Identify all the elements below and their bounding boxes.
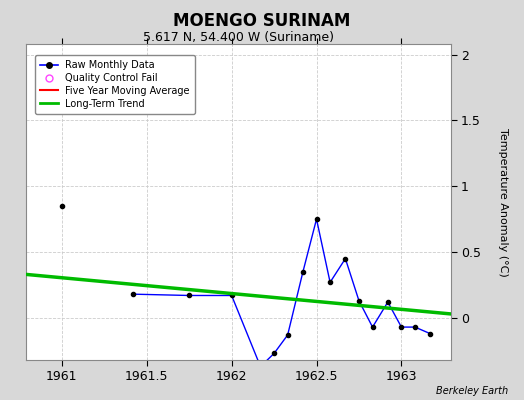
Legend: Raw Monthly Data, Quality Control Fail, Five Year Moving Average, Long-Term Tren: Raw Monthly Data, Quality Control Fail, …	[35, 55, 195, 114]
Title: 5.617 N, 54.400 W (Suriname): 5.617 N, 54.400 W (Suriname)	[143, 31, 334, 44]
Y-axis label: Temperature Anomaly (°C): Temperature Anomaly (°C)	[498, 128, 508, 276]
Text: Berkeley Earth: Berkeley Earth	[436, 386, 508, 396]
Text: MOENGO SURINAM: MOENGO SURINAM	[173, 12, 351, 30]
